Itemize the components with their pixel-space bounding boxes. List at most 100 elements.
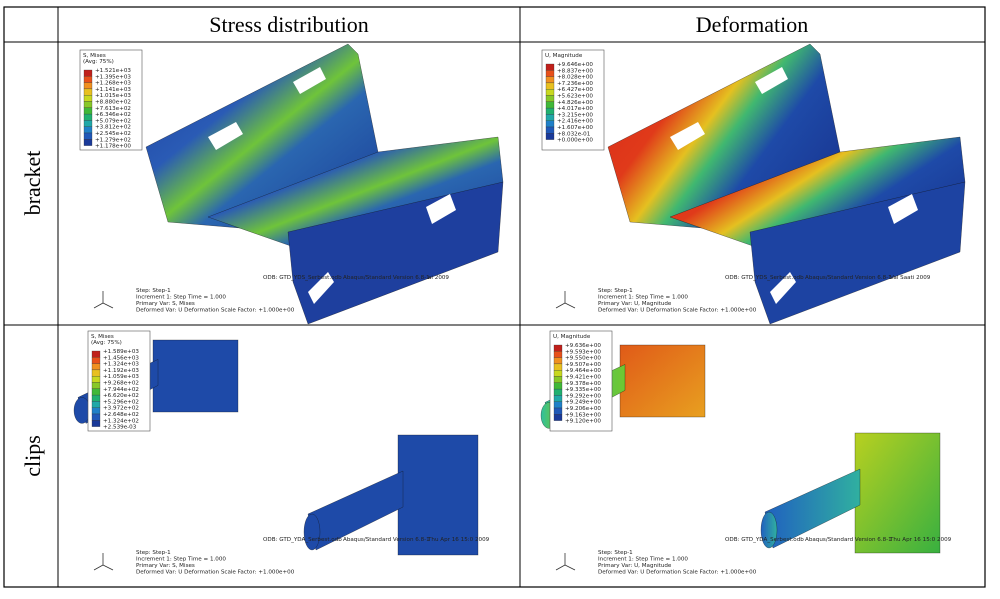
legend-swatch (83, 120, 93, 127)
version-line: Abaqus/Standard Version 6.8-1 (805, 275, 892, 281)
legend-swatch (83, 95, 93, 102)
legend-swatch (545, 120, 555, 128)
clip-shaft-end (303, 513, 321, 551)
legend-value: +9.120e+00 (565, 419, 601, 425)
legend-swatch (83, 132, 93, 140)
legend-value: +1.456e+03 (103, 355, 139, 361)
legend-swatch (545, 63, 555, 71)
legend-swatch (83, 101, 93, 108)
legend-swatch (91, 350, 101, 358)
triad-axis (564, 302, 576, 309)
legend-swatch (545, 133, 555, 140)
clip-plate (619, 344, 706, 418)
legend-swatch (553, 351, 563, 358)
legend-swatch (553, 407, 563, 415)
legend-value: +1.268e+03 (95, 81, 131, 87)
legend-value: +3.812e+02 (95, 125, 131, 131)
date-line: Thu Apr 16 15:0 2009 (889, 537, 952, 543)
step-info: Increment 1: Step Time = 1.000 (136, 557, 226, 563)
legend-title: U, Magnitude (553, 334, 591, 340)
clip-shaft-end (73, 397, 91, 424)
legend-swatch (91, 388, 101, 396)
legend-value: +3.972e+02 (103, 406, 139, 412)
step-info: Increment 1: Step Time = 1.000 (136, 295, 226, 301)
legend-swatch (91, 407, 101, 415)
legend-value: +8.032e-01 (557, 131, 591, 137)
column-header: Deformation (696, 12, 808, 37)
legend-value: +9.249e+00 (565, 400, 601, 406)
legend-value: +2.416e+00 (557, 119, 593, 125)
legend-value: +1.059e+03 (103, 374, 139, 380)
legend-swatch (83, 107, 93, 115)
legend-swatch (83, 88, 93, 96)
legend-swatch (545, 70, 555, 77)
legend-swatch (83, 82, 93, 90)
legend-title: S, Mises (91, 334, 114, 340)
legend-value: +9.464e+00 (565, 368, 601, 374)
legend-value: +2.539e-03 (103, 425, 137, 431)
legend-swatch (91, 369, 101, 377)
triad-axis (93, 564, 104, 571)
legend-swatch (553, 376, 563, 383)
legend-value: +8.837e+00 (557, 68, 593, 74)
legend-swatch (545, 114, 555, 121)
odb-line: ODB: GTD_YDS_Serbest.odb (263, 275, 342, 281)
step-info: Step: Step-1 (136, 288, 171, 294)
legend-value: +5.079e+02 (95, 118, 131, 124)
legend-swatch (553, 382, 563, 390)
triad-axis (564, 564, 576, 571)
step-info: Primary Var: S, Mises (136, 563, 195, 569)
bracket-hole (426, 194, 456, 224)
legend-value: +9.636e+00 (565, 343, 601, 349)
clip-plate (152, 339, 239, 413)
legend-value: +8.028e+00 (557, 75, 593, 81)
legend-swatch (553, 344, 563, 352)
legend-swatch (545, 107, 555, 115)
bracket-side (749, 181, 966, 325)
legend-value: +9.335e+00 (565, 387, 601, 393)
legend-swatch (545, 101, 555, 109)
legend-value: +3.215e+00 (557, 112, 593, 118)
date-line: Val Saati 2009 (890, 275, 931, 281)
legend-swatch (83, 113, 93, 121)
legend-value: +1.015e+03 (95, 93, 131, 99)
legend-value: +1.141e+03 (95, 87, 131, 93)
step-info: Step: Step-1 (136, 550, 171, 556)
legend-swatch (91, 363, 101, 371)
legend-swatch (545, 76, 555, 84)
step-info: Deformed Var: U Deformation Scale Factor… (136, 570, 295, 576)
legend-value: +9.206e+00 (565, 406, 601, 412)
legend-value: +9.292e+00 (565, 393, 601, 399)
legend-swatch (553, 388, 563, 396)
step-info: Deformed Var: U Deformation Scale Factor… (598, 308, 757, 314)
bracket-hole (755, 67, 788, 94)
row-header: clips (20, 435, 45, 477)
legend-swatch (91, 401, 101, 408)
legend-value: +1.395e+03 (95, 74, 131, 80)
fea-plot: U, Magnitude +9.636e+00+9.593e+00+9.550e+… (540, 330, 952, 576)
legend-value: +7.613e+02 (95, 106, 131, 112)
version-line: Abaqus/Standard Version 6.8-1 (343, 275, 430, 281)
legend-value: +7.236e+00 (557, 81, 593, 87)
legend-value: +9.646e+00 (557, 62, 593, 68)
bracket-hole (293, 67, 326, 94)
legend-swatch (553, 401, 563, 409)
legend-value: +1.279e+02 (95, 137, 131, 143)
legend-value: +1.521e+03 (95, 68, 131, 74)
step-info: Increment 1: Step Time = 1.000 (598, 295, 688, 301)
legend-value: +2.545e+02 (95, 131, 131, 137)
legend-value: +7.944e+02 (103, 387, 139, 393)
version-line: Abaqus/Standard Version 6.8-1 (343, 537, 430, 543)
legend-swatch (83, 69, 93, 77)
step-info: Increment 1: Step Time = 1.000 (598, 557, 688, 563)
legend-value: +9.163e+00 (565, 412, 601, 418)
legend-swatch (91, 382, 101, 389)
legend-swatch (553, 357, 563, 365)
legend-value: +2.648e+02 (103, 412, 139, 418)
legend-value: +9.593e+00 (565, 349, 601, 355)
row-header: bracket (20, 151, 45, 216)
step-info: Primary Var: U, Magnitude (598, 563, 672, 569)
legend-title: U, Magnitude (545, 53, 583, 59)
legend-swatch (91, 413, 101, 421)
